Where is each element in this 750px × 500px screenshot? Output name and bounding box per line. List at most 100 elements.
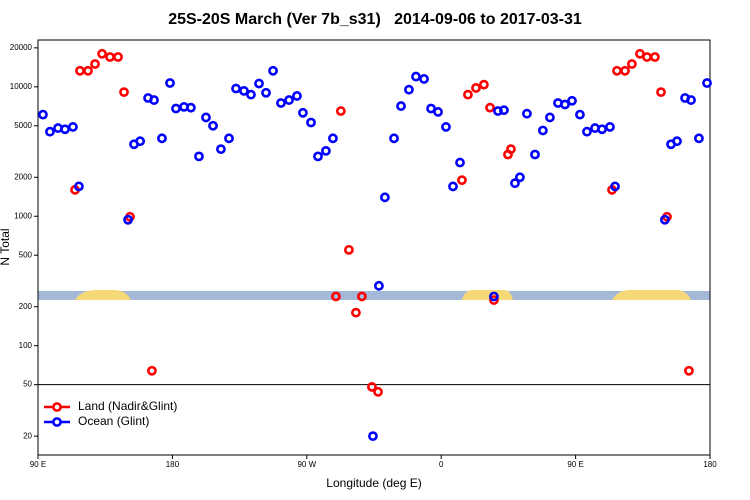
point [186,102,196,113]
point [506,144,516,155]
y-tick-label: 50 [23,380,32,389]
y-tick-label: 20 [23,431,32,440]
y-tick-label: 10000 [10,82,33,91]
point [261,87,271,98]
point [510,178,520,189]
point [463,89,473,100]
plot-frame [37,39,711,456]
point [489,295,499,305]
x-tick-label: 90 E [30,460,46,469]
chart-title: 25S-20S March (Ver 7b_s31) 2014-09-06 to… [168,11,582,28]
point [268,65,278,76]
point [284,95,294,105]
point [380,192,390,203]
point [489,291,499,302]
y-tick-label: 100 [19,341,33,350]
point [201,112,211,123]
legend-label: Land (Nadir&Glint) [78,399,177,413]
point [171,103,181,114]
point [389,133,399,144]
point [411,71,421,82]
point [68,122,78,132]
point [97,48,107,59]
x-axis-label: Longitude (deg E) [326,476,421,490]
point [344,244,354,255]
point [335,106,346,116]
point [75,65,85,76]
point [208,120,218,131]
legend-label: Ocean (Glint) [78,414,149,428]
point [567,95,577,106]
point [292,91,302,101]
point [530,149,540,160]
point [254,78,264,89]
point [404,84,414,95]
point [684,365,694,376]
point [686,95,696,105]
legend-marker [52,417,62,427]
y-tick-label: 200 [19,302,33,311]
point [119,87,129,98]
x-tick-label: 0 [439,460,444,469]
point [123,214,133,225]
point [612,65,622,76]
point [298,107,308,118]
point [610,181,620,192]
point [38,109,48,120]
point [471,83,481,93]
point [276,98,286,108]
point [351,307,361,318]
point [479,79,489,90]
point [620,65,630,76]
y-tick-label: 2000 [14,172,32,181]
point [597,124,607,135]
point [642,52,652,62]
y-axis-label: N Total [0,228,12,265]
point [499,105,509,116]
point [457,175,467,186]
point [83,65,93,76]
point [560,99,570,110]
point [328,133,338,144]
point [660,214,670,225]
point [649,52,660,62]
point [113,52,123,62]
point [367,382,377,392]
point [419,74,429,84]
point [433,107,443,117]
y-tick-label: 5000 [14,121,32,130]
point [455,157,465,168]
map-strip [38,290,710,300]
point [321,145,331,156]
point [522,108,532,119]
point [396,101,406,111]
x-tick-label: 90 W [297,460,316,469]
point [224,133,234,144]
point [90,59,100,69]
y-tick-label: 1000 [14,211,32,220]
y-tick-label: 20000 [10,43,33,52]
legend-marker [52,402,62,412]
point [194,151,204,162]
point [147,365,157,376]
point [105,52,115,62]
point [441,122,451,132]
point [331,291,341,302]
point [485,102,495,113]
point [605,122,615,132]
x-tick-label: 180 [166,460,180,469]
point [60,124,70,135]
point [135,136,146,147]
point [368,431,378,442]
point [545,112,555,123]
point [672,136,682,147]
point [157,133,167,144]
point [306,117,316,128]
point [216,144,226,155]
point [239,85,249,96]
x-tick-label: 90 E [567,460,583,469]
y-tick-label: 500 [19,250,33,259]
point [74,181,84,192]
point [702,78,712,88]
